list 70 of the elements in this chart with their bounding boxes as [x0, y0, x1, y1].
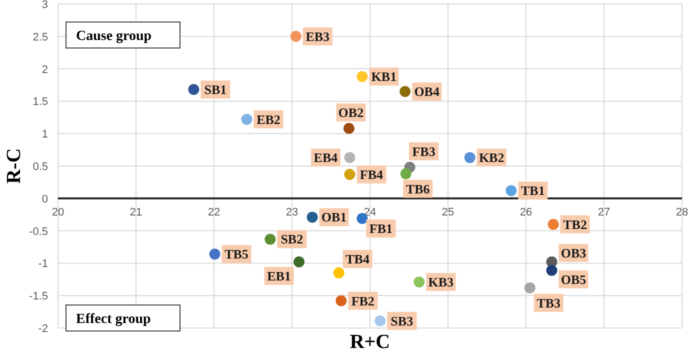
y-tick-label: 2: [42, 64, 48, 76]
series-label: SB2: [280, 232, 304, 247]
point: [294, 256, 305, 268]
series-label: EB4: [314, 150, 338, 166]
series-label: KB2: [478, 150, 504, 166]
point: [336, 295, 347, 306]
point: [344, 152, 356, 164]
x-tick-label: 23: [286, 206, 298, 218]
point: [356, 71, 368, 82]
annotation: Effect group: [76, 312, 151, 327]
x-tick-label: 21: [130, 206, 142, 218]
y-tick-label: 1: [42, 128, 48, 141]
series-label: TB4: [346, 251, 370, 266]
x-tick-label: 28: [676, 206, 688, 218]
series-label: TB2: [563, 216, 587, 232]
series-label: TB5: [224, 246, 249, 262]
series-label: OB5: [560, 272, 587, 287]
y-tick-label: 1.5: [32, 96, 48, 108]
series-label: OB3: [560, 245, 587, 260]
series-label: EB2: [256, 112, 280, 127]
series-label: EB3: [306, 28, 330, 44]
y-tick-label: 0.5: [32, 161, 48, 173]
y-tick-label: -2: [38, 323, 48, 335]
series-label: TB3: [536, 295, 562, 310]
series-label: FB2: [351, 293, 374, 308]
y-tick-label: 0: [42, 193, 48, 206]
y-tick-label: 2.5: [32, 31, 48, 44]
series-label: OB1: [321, 210, 347, 225]
point: [188, 84, 200, 96]
series-label: TB6: [406, 181, 430, 196]
point: [209, 248, 220, 260]
x-tick-label: 27: [598, 206, 610, 218]
series-label: OB2: [338, 104, 364, 120]
annotation: Cause group: [76, 29, 152, 44]
x-tick-label: 20: [52, 206, 64, 218]
x-tick-label: 26: [520, 206, 532, 218]
point: [524, 282, 536, 294]
point: [290, 30, 302, 42]
point: [400, 168, 412, 180]
series-label: FB1: [369, 220, 393, 236]
point: [546, 264, 558, 276]
series-label: TB1: [521, 183, 545, 198]
point: [414, 276, 425, 288]
series-label: FB3: [412, 144, 436, 159]
point: [506, 185, 517, 196]
series-label: KB1: [371, 69, 397, 84]
y-tick-label: -1: [38, 258, 48, 270]
series-label: FB4: [360, 166, 384, 182]
y-axis-title: R-C: [3, 148, 25, 184]
point: [343, 122, 354, 134]
y-tick-label: 3: [42, 0, 48, 11]
x-axis-title: R+C: [350, 331, 390, 353]
point: [264, 234, 276, 245]
point: [374, 315, 386, 326]
x-tick-label: 25: [442, 206, 454, 218]
point: [333, 267, 344, 278]
point: [344, 168, 356, 180]
point: [241, 114, 252, 125]
y-tick-label: -1.5: [29, 290, 48, 303]
series-label: KB3: [428, 274, 454, 290]
point: [400, 86, 411, 97]
point: [464, 152, 476, 164]
y-tick-label: -0.5: [29, 226, 48, 238]
series-label: OB4: [414, 84, 440, 99]
point: [306, 212, 318, 223]
point: [548, 218, 559, 230]
x-tick-label: 22: [208, 206, 220, 218]
series-label: SB1: [204, 82, 227, 98]
series-label: EB1: [267, 268, 291, 284]
series-label: SB3: [390, 313, 414, 328]
